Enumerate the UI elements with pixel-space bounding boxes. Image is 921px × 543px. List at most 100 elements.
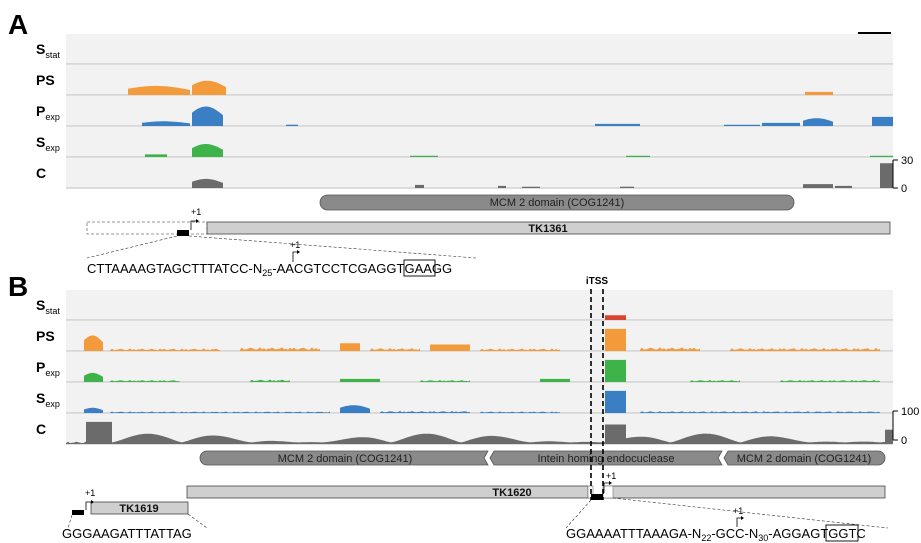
track-background bbox=[66, 383, 893, 413]
coverage-ps bbox=[805, 91, 833, 95]
coverage-pexp bbox=[142, 121, 190, 126]
panel-b-itss-label: iTSS bbox=[586, 276, 609, 287]
panel-b-domain-2-label: Intein homing endocuclease bbox=[538, 453, 675, 465]
panel-b-seq-right-sub2: 30 bbox=[758, 533, 768, 543]
coverage-pexp bbox=[286, 124, 298, 126]
track-ps: PS bbox=[36, 321, 893, 352]
track-sstat: Sstat bbox=[36, 290, 893, 321]
coverage-c bbox=[803, 184, 833, 188]
coverage-pexp bbox=[340, 378, 380, 382]
panel-b-gene-tk1620-right bbox=[604, 485, 886, 499]
panel-b-axis-max: 100 bbox=[901, 406, 919, 418]
panel-b-seq-right: GGAAAATTTAAAGA-N22-GCC-N30-AGGAGTGGTC bbox=[566, 526, 866, 543]
coverage-ps bbox=[430, 344, 470, 351]
coverage-ps bbox=[240, 347, 320, 351]
panel-a-seq-main: CTTAAAAGTAGCTTTATCC-N bbox=[87, 261, 262, 276]
track-label-pexp: Pexp bbox=[36, 359, 60, 378]
panel-b-domain-2 bbox=[489, 450, 723, 466]
track-label-sexp: Sexp bbox=[36, 134, 60, 153]
panel-a-c-axis: 30 0 bbox=[892, 155, 913, 195]
panel-b-seq-right-c: -AGGA bbox=[768, 526, 810, 541]
panel-a-axis-min: 0 bbox=[901, 183, 907, 195]
panel-b-seq-right-b: -GCC-N bbox=[711, 526, 758, 541]
coverage-pexp bbox=[605, 359, 626, 382]
coverage-c bbox=[498, 185, 506, 188]
panel-b-genes: TK1620 TK1619 +1 +1 bbox=[67, 471, 889, 529]
coverage-sexp bbox=[640, 411, 880, 413]
coverage-pexp bbox=[595, 123, 640, 126]
coverage-c bbox=[112, 433, 890, 444]
coverage-c bbox=[66, 441, 86, 444]
coverage-c bbox=[192, 178, 223, 188]
track-background bbox=[66, 290, 893, 320]
panel-b-seq-right-sub1: 22 bbox=[701, 533, 711, 543]
coverage-pexp bbox=[780, 380, 880, 382]
coverage-pexp bbox=[690, 380, 740, 382]
panel-b-domain-1 bbox=[199, 450, 489, 466]
coverage-c bbox=[835, 185, 852, 188]
panel-a-tracks: Sstat PS Pexp Sexp C bbox=[36, 34, 893, 189]
coverage-sexp bbox=[145, 154, 167, 157]
panel-b-c-axis: 100 0 bbox=[892, 406, 919, 447]
track-background bbox=[66, 127, 893, 157]
panel-a-seq-sub: 25 bbox=[262, 268, 272, 278]
track-label-sexp: Sexp bbox=[36, 390, 60, 409]
panel-b-letter: B bbox=[8, 271, 28, 302]
track-pexp: Pexp bbox=[36, 96, 893, 127]
panel-b-domain-3 bbox=[723, 450, 886, 466]
coverage-c bbox=[620, 186, 634, 188]
coverage-pexp bbox=[872, 116, 893, 126]
panel-b-seq-left: GGGAAGATTTATTAG bbox=[62, 526, 192, 541]
coverage-pexp bbox=[420, 380, 470, 382]
coverage-sexp bbox=[84, 407, 103, 413]
coverage-ps bbox=[340, 343, 360, 351]
coverage-c bbox=[605, 424, 626, 444]
panel-a-seq-rest: -AACGTCCTCGAG bbox=[272, 261, 386, 276]
panel-b-axis-min: 0 bbox=[901, 435, 907, 447]
coverage-sexp bbox=[605, 390, 626, 413]
panel-b-gene-tk1619-label: TK1619 bbox=[119, 503, 158, 515]
panel-b-promoter-itss bbox=[591, 494, 603, 500]
panel-a-seq-tss: +1 bbox=[290, 240, 300, 250]
coverage-pexp bbox=[762, 122, 800, 126]
panel-a-seq-end: AAGG bbox=[415, 261, 453, 276]
panel-b-seq-right-box: GTG bbox=[810, 526, 838, 541]
track-pexp: Pexp bbox=[36, 352, 893, 383]
track-ps: PS bbox=[36, 65, 893, 96]
track-label-c: C bbox=[36, 165, 46, 181]
track-background bbox=[66, 34, 893, 64]
coverage-ps bbox=[640, 347, 700, 351]
coverage-sexp bbox=[380, 411, 470, 413]
panel-b-domains: MCM 2 domain (COG1241) Intein homing end… bbox=[199, 450, 886, 466]
panel-a-sequence: CTTAAAAGTAGCTTTATCC-N25-AACGTCCTCGAGGTGA… bbox=[87, 240, 452, 278]
coverage-sexp bbox=[626, 155, 650, 157]
track-sstat: Sstat bbox=[36, 34, 893, 65]
panel-b-seq-tss: +1 bbox=[733, 506, 743, 516]
panel-b-gene-tk1619 bbox=[90, 501, 189, 515]
coverage-c bbox=[522, 186, 540, 188]
coverage-sexp bbox=[410, 155, 438, 157]
coverage-ps bbox=[730, 347, 880, 351]
panel-b-tss2-label: +1 bbox=[606, 471, 616, 481]
track-label-c: C bbox=[36, 421, 46, 437]
coverage-ps bbox=[128, 85, 190, 95]
panel-a-tss-label: +1 bbox=[191, 207, 201, 217]
coverage-sexp bbox=[480, 411, 560, 413]
coverage-sstat bbox=[605, 315, 626, 320]
track-label-pexp: Pexp bbox=[36, 103, 60, 122]
coverage-pexp bbox=[250, 379, 290, 382]
panel-b-start-codon-box bbox=[825, 524, 859, 542]
track-sexp: Sexp bbox=[36, 383, 893, 414]
panel-b-tracks: Sstat PS Pexp Sexp C bbox=[36, 290, 893, 445]
coverage-sexp bbox=[340, 405, 370, 413]
coverage-c bbox=[86, 421, 112, 444]
panel-a-axis-max: 30 bbox=[901, 155, 913, 167]
coverage-c bbox=[885, 429, 893, 444]
panel-a-promoter-box bbox=[177, 230, 189, 236]
coverage-pexp bbox=[724, 124, 760, 126]
coverage-ps bbox=[110, 348, 220, 351]
track-c: C bbox=[36, 158, 893, 189]
track-background bbox=[66, 65, 893, 95]
panel-a-gene: TK1361 +1 bbox=[86, 207, 891, 259]
panel-b-gene-tk1620-label: TK1620 bbox=[492, 487, 531, 499]
